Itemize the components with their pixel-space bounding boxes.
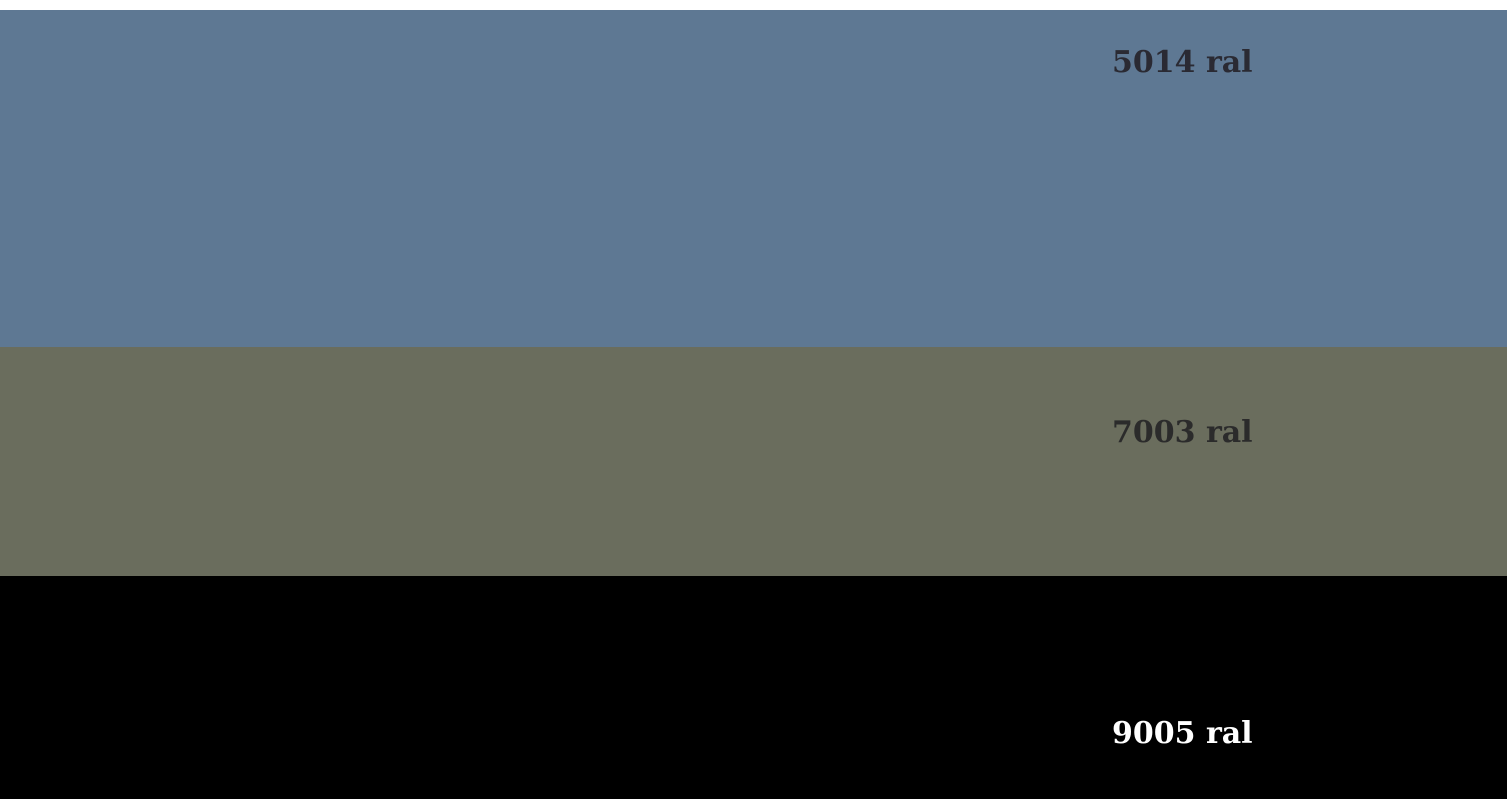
swatch-ral-7003: 7003 ral — [0, 347, 1507, 576]
swatch-label-7003: 7003 ral — [1112, 415, 1253, 450]
swatch-label-5014: 5014 ral — [1112, 45, 1253, 80]
swatch-ral-9005: 9005 ral — [0, 576, 1507, 799]
swatch-label-9005: 9005 ral — [1112, 716, 1253, 751]
swatch-ral-5014: 5014 ral — [0, 10, 1507, 347]
